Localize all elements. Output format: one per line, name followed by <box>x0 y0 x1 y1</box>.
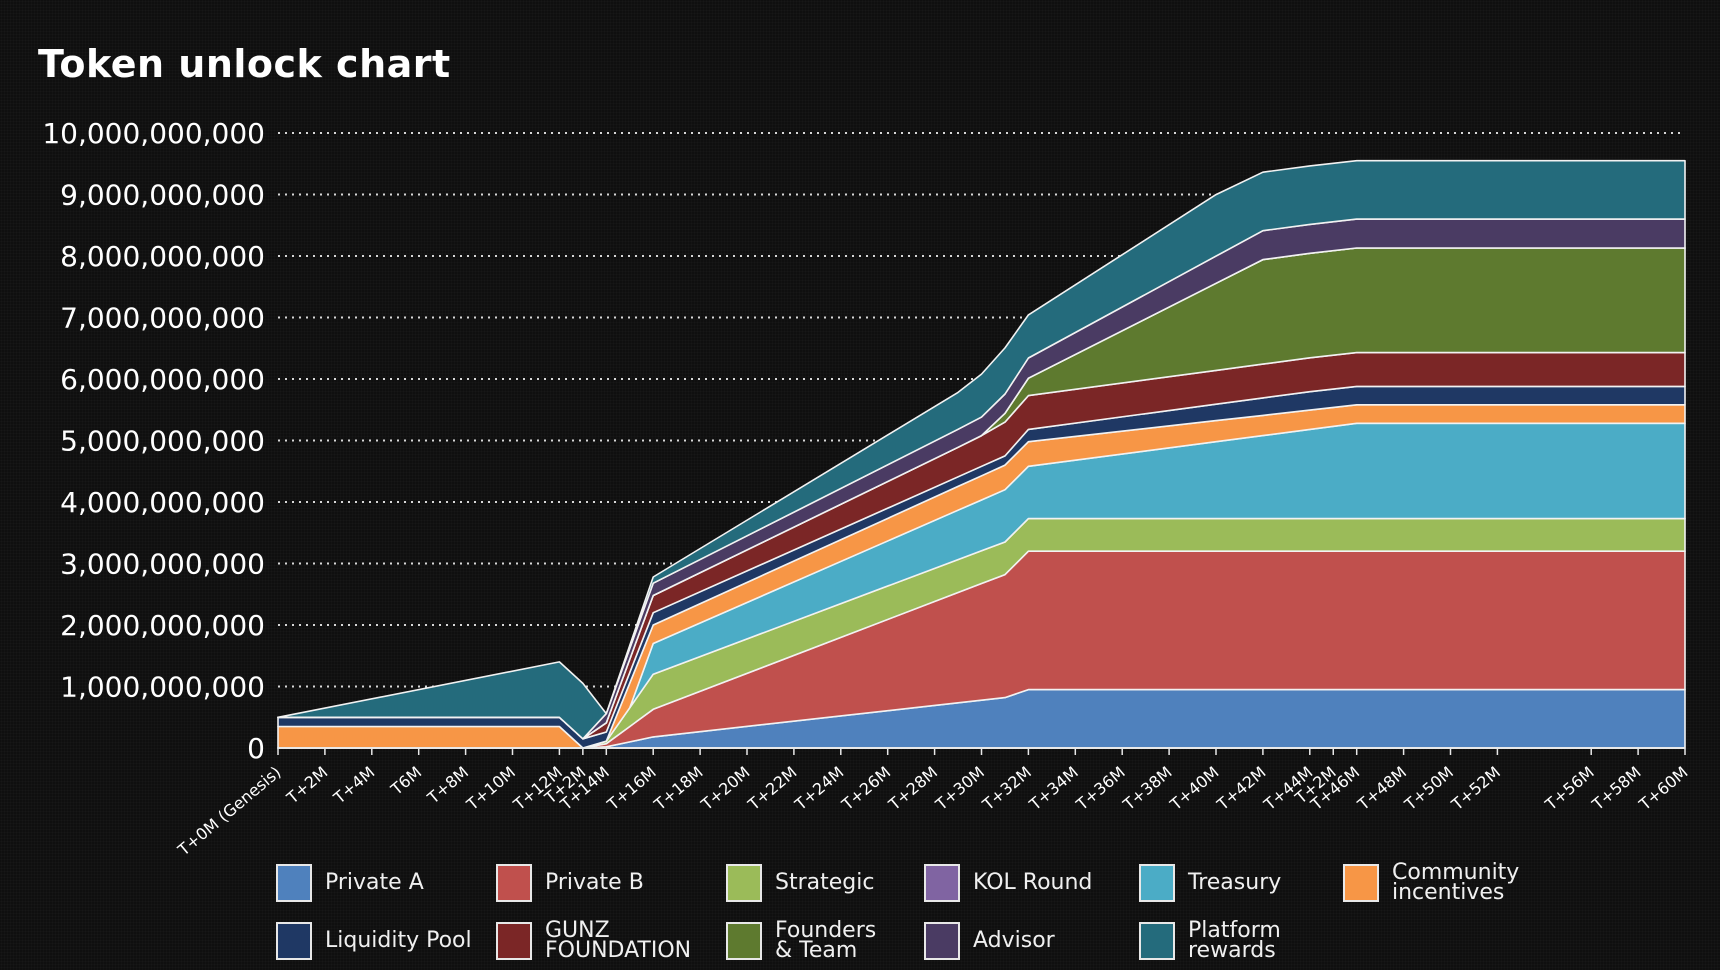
legend-swatch <box>924 864 960 902</box>
legend-item-founders-team[interactable]: Founders & Team <box>726 920 924 962</box>
x-tick-label: T+26M <box>837 763 894 815</box>
x-axis-ticks: T+0M (Genesis)T+2MT+4M T6MT+8MT+10MT+12MT… <box>173 748 1692 860</box>
x-tick-label: T+32M <box>978 763 1035 815</box>
y-tick-label: 7,000,000,000 <box>60 302 265 335</box>
legend-label: Advisor <box>973 928 1055 953</box>
y-tick-label: 2,000,000,000 <box>60 609 265 642</box>
x-tick-label: T+28M <box>884 763 941 815</box>
x-tick-label: T+16M <box>603 763 660 815</box>
legend-label: Private B <box>545 870 644 895</box>
legend-swatch <box>1139 864 1175 902</box>
x-tick-label: T+20M <box>697 763 754 815</box>
legend-swatch <box>496 864 532 902</box>
legend-swatch <box>276 864 312 902</box>
legend-label: Founders & Team <box>775 918 877 963</box>
x-tick-label: T+36M <box>1072 763 1129 815</box>
legend-item-treasury[interactable]: Treasury <box>1139 862 1343 904</box>
legend-item-private-a[interactable]: Private A <box>276 862 496 904</box>
x-tick-label: T+22M <box>744 763 801 815</box>
y-axis-ticks: 0 1,000,000,000 2,000,000,000 3,000,000,000… <box>42 117 265 765</box>
x-tick-label: T+38M <box>1119 763 1176 815</box>
chart-plot: 0 1,000,000,000 2,000,000,000 3,000,000,000… <box>42 117 1692 860</box>
legend-label: Private A <box>325 870 424 895</box>
legend-swatch <box>496 922 532 960</box>
legend-label: Strategic <box>775 870 875 895</box>
x-tick-label: T+30M <box>931 763 988 815</box>
legend-item-kol-round[interactable]: KOL Round <box>924 862 1139 904</box>
stacked-areas <box>277 159 1686 749</box>
x-tick-label: T+10M <box>462 763 519 815</box>
area-platform-rewards <box>277 159 1686 740</box>
y-tick-label: 3,000,000,000 <box>60 548 265 581</box>
legend: Private A Private B Strategic KOL Round … <box>276 862 1533 962</box>
x-tick-label: T+34M <box>1025 763 1082 815</box>
y-tick-label: 6,000,000,000 <box>60 363 265 396</box>
legend-item-platform-rewards[interactable]: Platform rewards <box>1139 920 1343 962</box>
legend-label: Treasury <box>1188 870 1282 895</box>
x-tick-label: T+42M <box>1213 763 1270 815</box>
y-tick-label: 1,000,000,000 <box>60 671 265 704</box>
x-tick-label: T+52M <box>1447 763 1504 815</box>
legend-swatch <box>1343 864 1379 902</box>
legend-label: Community incentives <box>1392 860 1520 905</box>
legend-swatch <box>276 922 312 960</box>
legend-swatch <box>1139 922 1175 960</box>
x-tick-label: T+48M <box>1353 763 1410 815</box>
legend-item-strategic[interactable]: Strategic <box>726 862 924 904</box>
legend-item-private-b[interactable]: Private B <box>496 862 726 904</box>
y-tick-label: 9,000,000,000 <box>60 179 265 212</box>
legend-label: Platform rewards <box>1188 918 1281 963</box>
y-tick-label: 8,000,000,000 <box>60 240 265 273</box>
x-tick-label: T+60M <box>1635 763 1692 815</box>
y-tick-label: 0 <box>247 732 265 765</box>
x-tick-label: T+24M <box>790 763 847 815</box>
y-tick-label: 10,000,000,000 <box>42 117 265 150</box>
legend-item-liquidity-pool[interactable]: Liquidity Pool <box>276 920 496 962</box>
chart-title: Token unlock chart <box>38 42 451 86</box>
x-tick-label: T+40M <box>1166 763 1223 815</box>
x-tick-label: T+56M <box>1541 763 1598 815</box>
x-tick-label: T6M <box>386 763 425 800</box>
legend-label: KOL Round <box>973 870 1093 895</box>
x-tick-label: T+58M <box>1588 763 1645 815</box>
y-tick-label: 4,000,000,000 <box>60 486 265 519</box>
legend-item-community-incentives[interactable]: Community incentives <box>1343 862 1533 904</box>
legend-swatch <box>924 922 960 960</box>
legend-swatch <box>726 922 762 960</box>
y-tick-label: 5,000,000,000 <box>60 425 265 458</box>
legend-label: GUNZ FOUNDATION <box>545 918 692 963</box>
legend-swatch <box>726 864 762 902</box>
x-tick-label: T+2M <box>282 763 331 809</box>
x-tick-label: T+50M <box>1400 763 1457 815</box>
legend-label: Liquidity Pool <box>325 928 472 953</box>
legend-item-gunz-foundation[interactable]: GUNZ FOUNDATION <box>496 920 726 962</box>
x-tick-label: T+18M <box>650 763 707 815</box>
x-tick-label: T+0M (Genesis) <box>173 763 284 860</box>
x-tick-label: T+4M <box>329 763 378 809</box>
legend-item-advisor[interactable]: Advisor <box>924 920 1139 962</box>
